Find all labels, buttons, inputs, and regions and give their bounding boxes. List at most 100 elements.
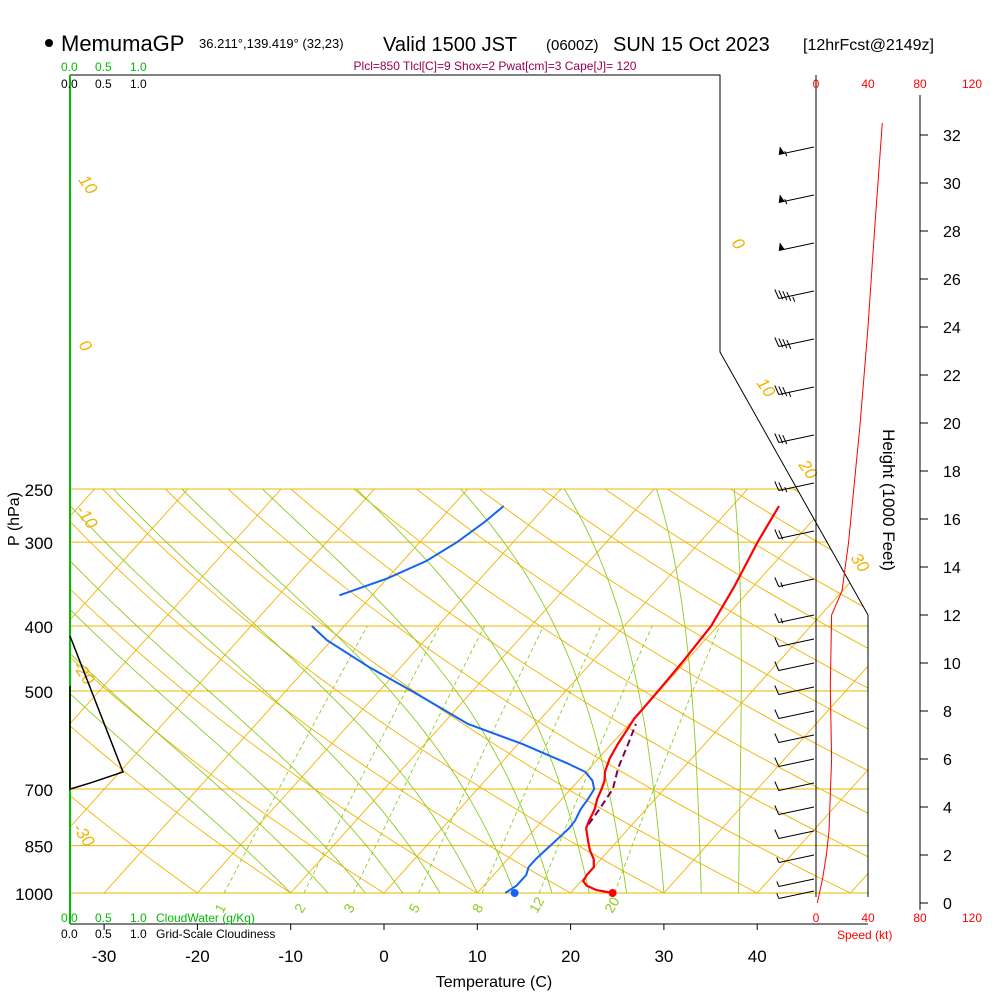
height-tick-label: 4 (943, 800, 952, 817)
isotherm-line (756, 488, 868, 894)
cloudiness-tick-bottom: 1.0 (130, 927, 147, 941)
height-tick-label: 14 (943, 560, 961, 577)
header-forecast: [12hrFcst@2149z] (803, 37, 934, 54)
mixing-ratio-line (538, 625, 653, 894)
speed-tick-bottom: 0 (813, 911, 820, 925)
dry-adiabat-line (919, 489, 1000, 893)
speed-tick-top: 80 (913, 77, 927, 91)
background-lines (70, 488, 1000, 894)
dry-adiabat-line (290, 488, 868, 894)
pressure-tick-label: 300 (25, 534, 53, 553)
height-tick-label: 2 (943, 848, 952, 865)
cloud-water-scale-top: 0.0 0.0 0.5 0.5 1.0 1.0 (61, 60, 147, 91)
dry-adiabat-line (353, 488, 868, 894)
height-tick-label: 24 (943, 320, 961, 337)
dry-adiabat-line (604, 488, 868, 894)
dewpoint-upper-line (339, 505, 505, 597)
moist-adiabat-line (460, 488, 628, 894)
wind-barb-icon (774, 757, 815, 767)
mixing-ratio-line (223, 625, 368, 894)
cloud-water-tick-bottom: 0.5 (95, 911, 112, 925)
wind-barb-icon (776, 890, 815, 899)
isotherm-line (290, 488, 655, 894)
wind-barb-icon (774, 433, 815, 445)
height-tick-label: 16 (943, 512, 961, 529)
moist-adiabat-line (262, 488, 553, 894)
dry-adiabat-line (982, 489, 1000, 893)
wind-speed-line (816, 122, 883, 904)
isotherm-label: 30 (847, 549, 874, 576)
isotherm-label: 0 (728, 234, 749, 253)
wind-barb-icon (774, 661, 815, 671)
y-axis-label: P (hPa) (6, 492, 23, 546)
isotherm-line (70, 488, 282, 894)
height-tick-label: 18 (943, 464, 961, 481)
cloud-water-tick-bottom: 1.0 (130, 911, 147, 925)
isotherm-line (70, 488, 375, 894)
cloud-water-label: CloudWater (g/Kg) (156, 911, 255, 925)
x-tick-label: 10 (468, 947, 487, 966)
header-utc: (0600Z) (546, 37, 599, 54)
x-axis-ticks: -30 -20 -10 0 10 20 30 40 (92, 924, 767, 966)
dry-adiabat-line (102, 488, 665, 894)
speed-scale-bottom: 0 40 80 120 (813, 911, 983, 925)
isotherm-line (383, 488, 748, 894)
height-tick-label: 10 (943, 656, 961, 673)
moist-adiabat-line (563, 488, 665, 894)
wind-barb-icon (774, 637, 815, 647)
mixing-ratio-label: 5 (405, 901, 423, 916)
header-valid: Valid 1500 JST (383, 34, 517, 56)
x-tick-label: -20 (185, 947, 210, 966)
mixing-ratio-label: 2 (291, 901, 309, 916)
pressure-tick-label: 250 (25, 481, 53, 500)
wind-barbs (774, 146, 815, 899)
height-tick-label: 32 (943, 128, 961, 145)
mixing-ratio-line (303, 625, 441, 894)
header-date: SUN 15 Oct 2023 (613, 34, 770, 56)
parcel-line (587, 723, 637, 825)
speed-tick-top: 0 (813, 77, 820, 91)
isotherm-label: 10 (75, 171, 102, 198)
wind-barb-icon (774, 733, 815, 743)
mixing-ratio-labels: 1 2 3 5 8 12 20 (211, 894, 623, 916)
moist-adiabat-line (733, 488, 742, 894)
cloud-water-tick-bottom: 0.0 (61, 911, 78, 925)
isotherm-line (103, 488, 469, 894)
x-tick-label: 20 (561, 947, 580, 966)
wind-barb-icon (778, 242, 815, 251)
dry-adiabat-line (164, 488, 758, 894)
dry-adiabat-line (70, 488, 571, 894)
moist-adiabat-line (70, 488, 404, 894)
wind-barb-icon (774, 481, 815, 493)
x-tick-label: 0 (379, 947, 388, 966)
cloudiness-tick-bottom: 0.0 (61, 927, 78, 941)
height-tick-label: 28 (943, 224, 961, 241)
mixing-ratio-label: 3 (340, 901, 358, 916)
isotherm-line (944, 489, 1000, 893)
speed-tick-top: 40 (861, 77, 875, 91)
cloudiness-tick-top: 0.5 (95, 77, 112, 91)
plot-frame-top (70, 74, 869, 616)
isotherm-line (70, 488, 189, 894)
pressure-tick-label: 500 (25, 683, 53, 702)
pressure-tick-label: 700 (25, 781, 53, 800)
mixing-ratio-line (614, 625, 721, 894)
x-axis-label: Temperature (C) (436, 974, 552, 991)
mixing-ratio-line (481, 625, 602, 894)
height-tick-label: 26 (943, 272, 961, 289)
speed-tick-bottom: 40 (861, 911, 875, 925)
height-axis-label: Height (1000 Feet) (879, 429, 898, 571)
wind-barb-icon (774, 781, 815, 791)
cloud-water-tick-top: 1.0 (130, 60, 147, 74)
wind-barb-icon (774, 577, 815, 588)
height-tick-label: 8 (943, 704, 952, 721)
moist-adiabat-line (70, 488, 441, 894)
wind-barb-icon (774, 613, 815, 624)
x-tick-label: 40 (748, 947, 767, 966)
x-tick-label: 30 (654, 947, 673, 966)
cloudiness-label: Grid-Scale Cloudiness (156, 927, 275, 941)
cloudiness-tick-top: 0.0 (61, 77, 78, 91)
cloud-water-tick-top: 0.5 (95, 60, 112, 74)
